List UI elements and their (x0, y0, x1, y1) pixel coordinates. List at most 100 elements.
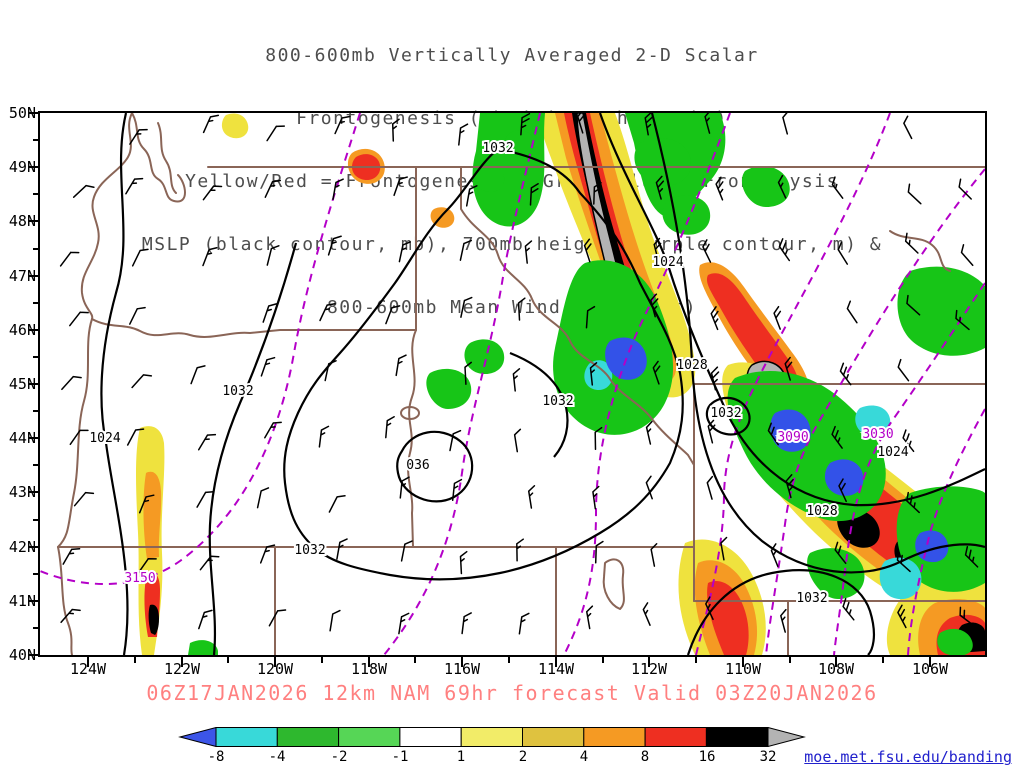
contour-label: 1024 (89, 431, 120, 446)
axis-tick (33, 248, 38, 250)
axis-tick (33, 193, 38, 195)
contour-label: 1032 (482, 141, 513, 156)
axis-tick (555, 657, 557, 667)
axis-tick (29, 112, 38, 114)
colorbar-right-arrow (767, 727, 806, 747)
height-contours (40, 113, 985, 655)
axis-tick (695, 657, 697, 663)
axis-tick (33, 302, 38, 304)
colorbar-tick-label: -4 (268, 749, 286, 765)
colorbar-tick-label: 4 (579, 749, 589, 765)
axis-tick (33, 573, 38, 575)
axis-tick (181, 657, 183, 667)
colorbar-tick-label: -1 (391, 749, 409, 765)
axis-tick (33, 356, 38, 358)
lat-label: 48N (8, 212, 36, 230)
contour-label: 1032 (222, 384, 253, 399)
colorbar-segment (276, 727, 340, 747)
axis-tick (274, 657, 276, 667)
lon-label: 110W (724, 660, 762, 678)
axis-tick (929, 657, 931, 667)
axis-tick (648, 657, 650, 667)
axis-tick (414, 657, 416, 663)
lon-label: 116W (443, 660, 481, 678)
colorbar-segment (583, 727, 646, 747)
axis-tick (33, 139, 38, 141)
axis-tick (29, 546, 38, 548)
contour-label: 1028 (806, 504, 837, 519)
axis-tick (29, 383, 38, 385)
axis-tick (602, 657, 604, 663)
axis-tick (33, 464, 38, 466)
contour-label: 1032 (796, 591, 827, 606)
colorbar-tick-label: -8 (207, 749, 225, 765)
axis-tick (29, 491, 38, 493)
axis-tick (29, 275, 38, 277)
axis-tick (33, 519, 38, 521)
lon-label: 106W (911, 660, 949, 678)
colorbar-tick-label: -2 (330, 749, 348, 765)
contour-label: 3090 (777, 430, 808, 445)
axis-tick (789, 657, 791, 663)
colorbar-tick-label: 32 (759, 749, 777, 765)
colorbar-segment (338, 727, 401, 747)
colorbar-segment (460, 727, 524, 747)
colorbar-tick-label: 2 (518, 749, 528, 765)
state-borders (57, 113, 985, 655)
lat-label: 46N (8, 321, 36, 339)
axis-tick (29, 600, 38, 602)
colorbar (178, 727, 806, 747)
contour-labels: 1032 1024 1028 1032 1032 3090 3030 1024 … (87, 139, 910, 608)
colorbar-tick-label: 16 (698, 749, 716, 765)
colorbar-segment (399, 727, 462, 747)
map-frame (38, 111, 987, 657)
axis-tick (835, 657, 837, 667)
axis-tick (508, 657, 510, 663)
contour-label: 036 (406, 458, 429, 473)
lon-label: 112W (630, 660, 668, 678)
lat-label: 43N (8, 483, 36, 501)
axis-tick (321, 657, 323, 663)
axis-tick (29, 329, 38, 331)
axis-tick (29, 654, 38, 656)
lon-label: 108W (817, 660, 855, 678)
contour-label: 1028 (676, 358, 707, 373)
axis-tick (368, 657, 370, 667)
axis-tick (29, 220, 38, 222)
lat-label: 50N (8, 104, 36, 122)
forecast-caption: 06Z17JAN2026 12km NAM 69hr forecast Vali… (146, 681, 878, 705)
contour-label: 1032 (542, 394, 573, 409)
lat-label: 49N (8, 158, 36, 176)
axis-tick (461, 657, 463, 667)
axis-tick (29, 166, 38, 168)
contour-label: 1024 (877, 445, 908, 460)
lon-label: 122W (163, 660, 201, 678)
axis-tick (882, 657, 884, 663)
contour-label: 1032 (294, 543, 325, 558)
colorbar-segment (522, 727, 585, 747)
axis-tick (87, 657, 89, 667)
colorbar-tick-label: 8 (640, 749, 650, 765)
lon-label: 114W (537, 660, 575, 678)
axis-tick (29, 437, 38, 439)
axis-tick (742, 657, 744, 667)
axis-tick (227, 657, 229, 663)
contour-label: 3030 (862, 427, 893, 442)
colorbar-tick-label: 1 (456, 749, 466, 765)
colorbar-segment (644, 727, 707, 747)
lon-label: 118W (350, 660, 388, 678)
contour-label: 3150 (124, 571, 155, 586)
colorbar-segment (705, 727, 769, 747)
axis-tick (33, 627, 38, 629)
colorbar-segment (215, 727, 278, 747)
lon-label: 124W (69, 660, 107, 678)
site-link[interactable]: moe.met.fsu.edu/banding (804, 748, 1012, 766)
lat-label: 42N (8, 538, 36, 556)
lat-label: 40N (8, 646, 36, 664)
frontogenesis-shading (136, 113, 985, 655)
contour-label: 1032 (710, 406, 741, 421)
contour-label: 1024 (652, 255, 683, 270)
lon-label: 120W (256, 660, 294, 678)
axis-tick (33, 410, 38, 412)
